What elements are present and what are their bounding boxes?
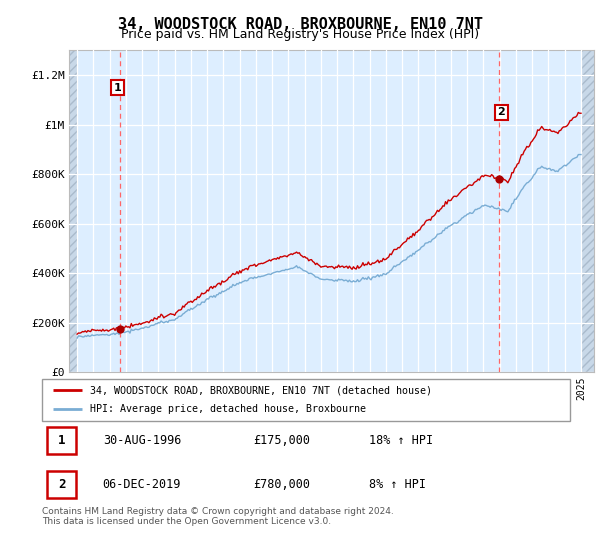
- Bar: [69, 50, 77, 372]
- Text: 34, WOODSTOCK ROAD, BROXBOURNE, EN10 7NT: 34, WOODSTOCK ROAD, BROXBOURNE, EN10 7NT: [118, 17, 482, 32]
- Bar: [47, 427, 76, 454]
- Bar: [47, 472, 76, 498]
- Text: 1: 1: [58, 434, 65, 447]
- Text: £175,000: £175,000: [253, 434, 310, 447]
- Text: £780,000: £780,000: [253, 478, 310, 491]
- Text: 30-AUG-1996: 30-AUG-1996: [103, 434, 181, 447]
- Text: 1: 1: [113, 82, 121, 92]
- Text: 34, WOODSTOCK ROAD, BROXBOURNE, EN10 7NT (detached house): 34, WOODSTOCK ROAD, BROXBOURNE, EN10 7NT…: [89, 385, 431, 395]
- Text: Price paid vs. HM Land Registry's House Price Index (HPI): Price paid vs. HM Land Registry's House …: [121, 28, 479, 41]
- Bar: [581, 50, 594, 372]
- Text: 8% ↑ HPI: 8% ↑ HPI: [370, 478, 427, 491]
- Text: Contains HM Land Registry data © Crown copyright and database right 2024.
This d: Contains HM Land Registry data © Crown c…: [42, 507, 394, 526]
- Text: HPI: Average price, detached house, Broxbourne: HPI: Average price, detached house, Brox…: [89, 404, 365, 414]
- Text: 2: 2: [58, 478, 65, 491]
- Text: 2: 2: [497, 108, 505, 118]
- Text: 06-DEC-2019: 06-DEC-2019: [103, 478, 181, 491]
- Text: 18% ↑ HPI: 18% ↑ HPI: [370, 434, 433, 447]
